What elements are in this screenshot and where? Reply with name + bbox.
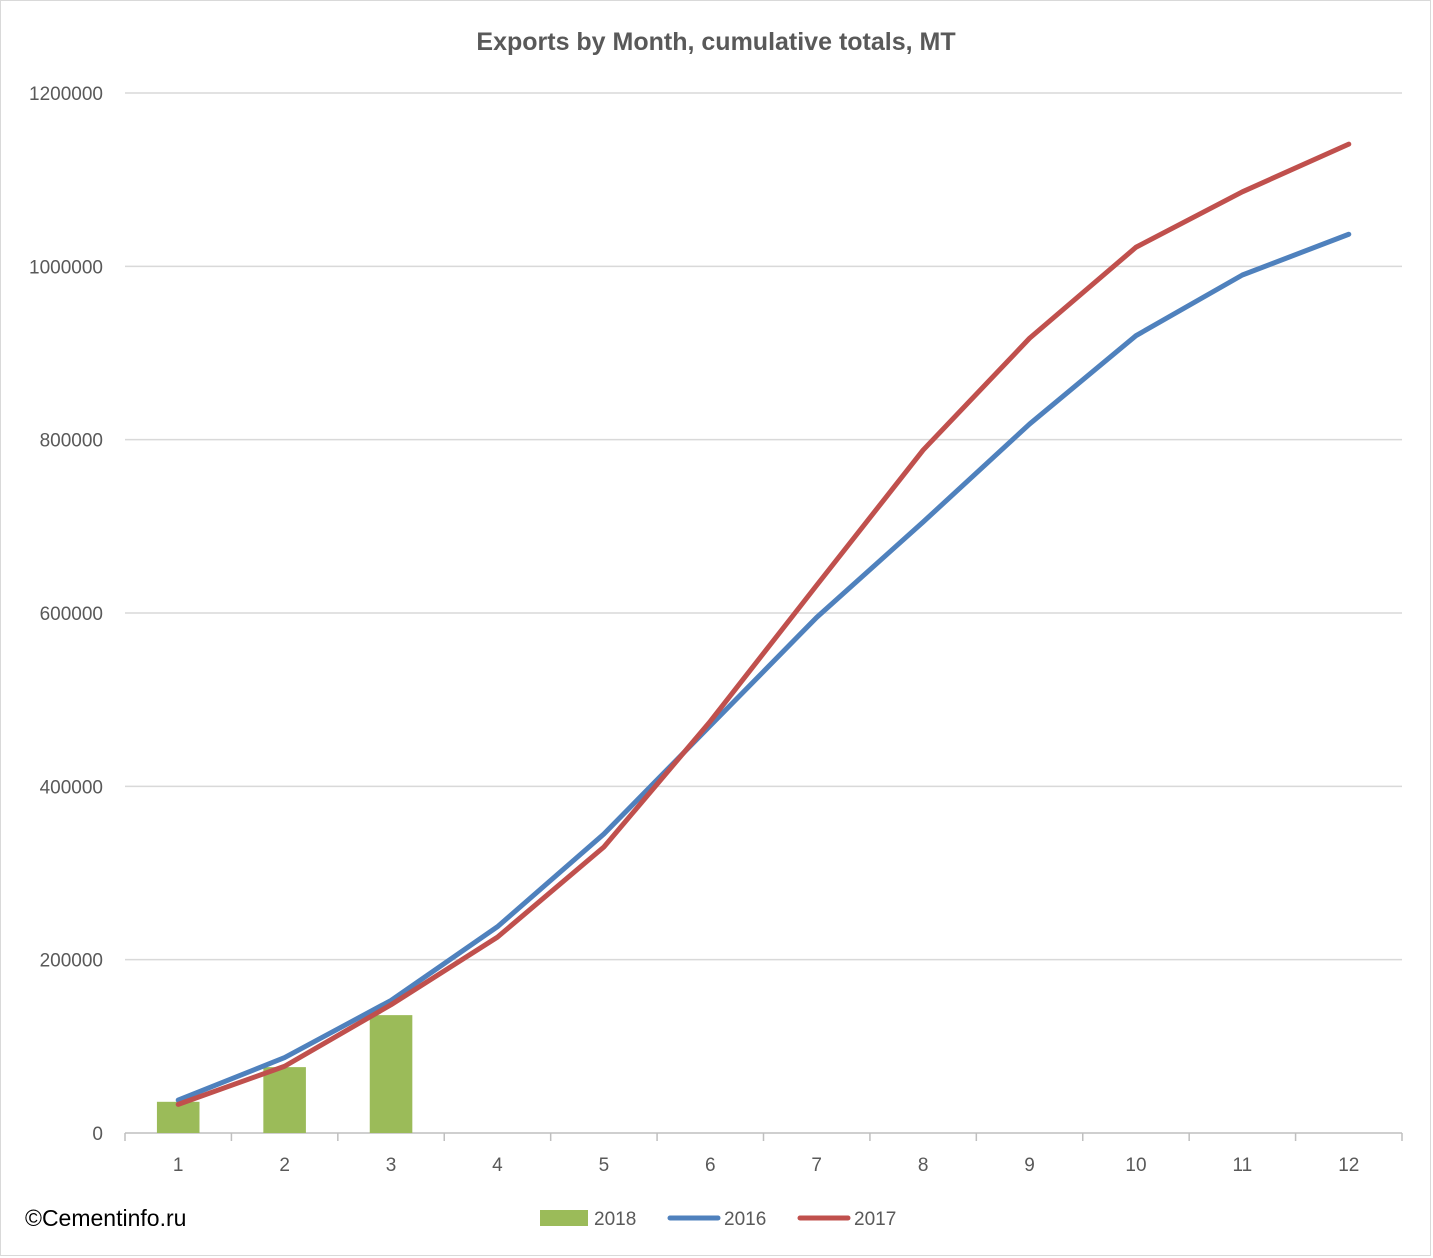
x-tick-label: 7 xyxy=(811,1155,822,1176)
line-series-2016 xyxy=(175,231,1352,1103)
legend: 2018 2016 2017 xyxy=(540,1209,896,1230)
chart-title: Exports by Month, cumulative totals, MT xyxy=(476,28,955,56)
legend-label-2018: 2018 xyxy=(594,1209,636,1230)
copyright-label: ©Cementinfo.ru xyxy=(25,1205,187,1231)
x-tick-label: 5 xyxy=(599,1155,610,1176)
x-tick-label: 12 xyxy=(1338,1155,1359,1176)
x-tick-label: 3 xyxy=(386,1155,397,1176)
y-tick-label: 600000 xyxy=(40,604,103,625)
x-tick-label: 2 xyxy=(279,1155,290,1176)
x-tick-label: 1 xyxy=(173,1155,184,1176)
y-tick-label: 200000 xyxy=(40,951,103,972)
bar-2018-3 xyxy=(369,1015,413,1133)
y-axis: 0 200000 400000 600000 800000 1000000 1200000 xyxy=(29,84,103,1145)
legend-label-2017: 2017 xyxy=(854,1209,896,1230)
x-tick-label: 10 xyxy=(1125,1155,1146,1176)
bar-2018-1 xyxy=(156,1101,200,1133)
bars-2018 xyxy=(156,1015,413,1133)
x-tick-label: 6 xyxy=(705,1155,716,1176)
bar-2018-2 xyxy=(263,1067,306,1133)
y-tick-label: 0 xyxy=(92,1124,103,1145)
y-tick-label: 800000 xyxy=(40,431,103,452)
x-tick-label: 11 xyxy=(1233,1155,1253,1176)
legend-swatch-2018 xyxy=(540,1210,588,1226)
y-tick-label: 1200000 xyxy=(29,84,103,105)
line-series-2017 xyxy=(175,141,1352,1107)
x-axis: 1 2 3 4 5 6 7 8 9 10 11 12 xyxy=(124,1133,1403,1176)
legend-label-2016: 2016 xyxy=(724,1209,766,1230)
y-tick-label: 400000 xyxy=(40,777,103,798)
y-tick-label: 1000000 xyxy=(29,257,103,278)
series-lines xyxy=(175,141,1352,1107)
x-tick-label: 8 xyxy=(918,1155,929,1176)
x-tick-label: 4 xyxy=(492,1155,503,1176)
gridlines xyxy=(125,92,1402,1134)
x-tick-label: 9 xyxy=(1024,1155,1035,1176)
